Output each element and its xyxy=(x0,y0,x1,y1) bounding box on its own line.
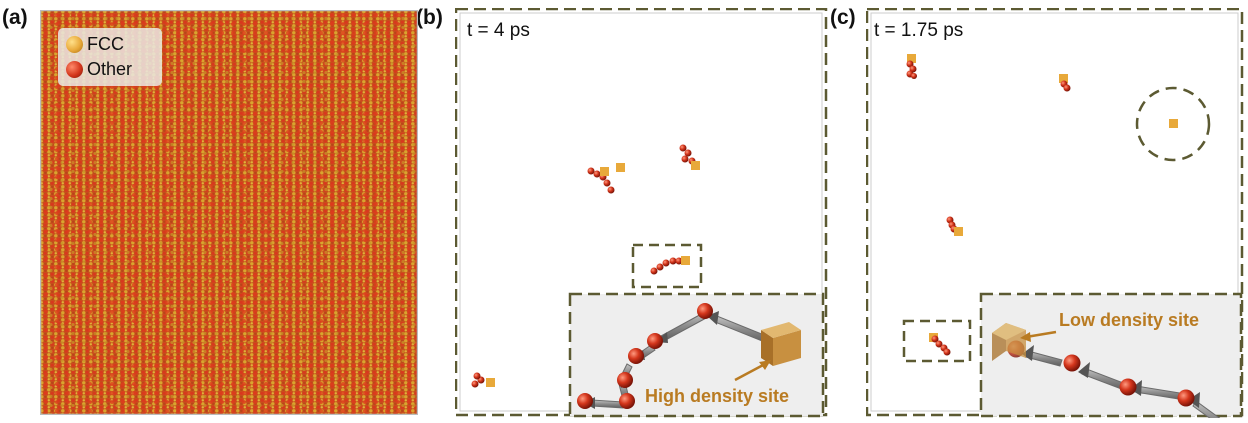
cluster-c1 xyxy=(906,54,917,79)
highlight-box-b xyxy=(631,243,703,289)
time-label-c: t = 1.75 ps xyxy=(874,20,964,41)
atom-sphere xyxy=(647,333,663,349)
atom-sphere xyxy=(1119,378,1137,396)
panel-b: High density site t = 4 ps xyxy=(454,7,828,418)
low-density-site-label: Low density site xyxy=(1059,310,1199,330)
cluster-c2 xyxy=(1059,74,1071,92)
legend-label-fcc: FCC xyxy=(87,33,124,54)
legend-item-other: Other xyxy=(66,58,132,80)
cluster-c3 xyxy=(946,216,963,236)
legend: FCC Other xyxy=(58,28,162,86)
panel-c: Low density site t = 1.75 ps xyxy=(865,7,1244,423)
panel-c-svg: Low density site xyxy=(865,7,1244,423)
empty-site xyxy=(1169,119,1178,128)
low-density-site-cube-icon xyxy=(992,323,1026,361)
panel-label-c: (c) xyxy=(830,6,856,29)
other-sphere-icon xyxy=(66,60,83,78)
high-density-site-label: High density site xyxy=(645,386,789,406)
atom-sphere xyxy=(1063,354,1081,372)
highlight-box-c xyxy=(902,319,972,363)
panel-b-svg: High density site xyxy=(454,7,828,418)
panel-label-a: (a) xyxy=(2,6,28,29)
inset-b: High density site xyxy=(568,292,825,418)
fcc-sphere-icon xyxy=(66,35,83,53)
empty-site-circle xyxy=(1135,86,1211,162)
atom-sphere xyxy=(577,393,593,409)
atom-sphere xyxy=(697,303,713,319)
atom-sphere xyxy=(619,393,635,409)
legend-item-fcc: FCC xyxy=(66,33,124,55)
cluster-b1 xyxy=(587,163,625,194)
cluster-b3 xyxy=(650,256,690,275)
time-label-b: t = 4 ps xyxy=(467,20,530,41)
atom-sphere xyxy=(1177,389,1195,407)
cluster-b4 xyxy=(471,372,495,388)
inset-c: Low density site xyxy=(979,292,1243,423)
atom-sphere xyxy=(628,348,644,364)
cluster-c4 xyxy=(929,333,951,356)
cluster-b2 xyxy=(679,144,700,170)
atom-sphere xyxy=(617,372,633,388)
panel-c-frame xyxy=(865,7,1244,417)
high-density-site-cube-icon xyxy=(761,322,801,366)
legend-label-other: Other xyxy=(87,58,133,79)
panel-label-b: (b) xyxy=(416,6,443,29)
